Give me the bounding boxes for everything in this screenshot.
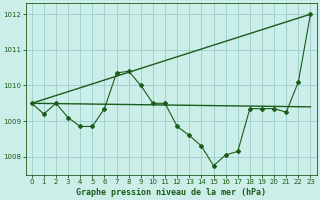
X-axis label: Graphe pression niveau de la mer (hPa): Graphe pression niveau de la mer (hPa): [76, 188, 266, 197]
